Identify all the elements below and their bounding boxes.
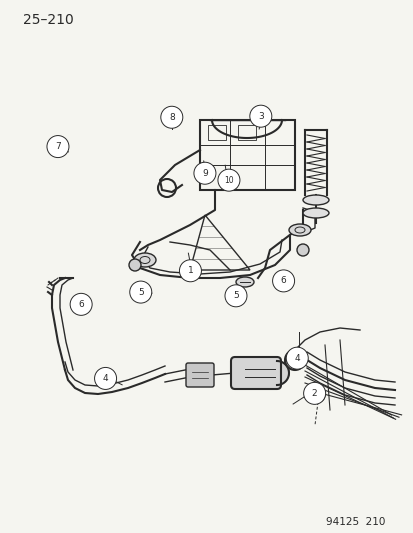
FancyBboxPatch shape — [230, 357, 280, 389]
Text: 9: 9 — [202, 169, 207, 177]
Circle shape — [296, 244, 308, 256]
Circle shape — [179, 260, 201, 282]
Circle shape — [272, 270, 294, 292]
Circle shape — [94, 367, 116, 390]
Circle shape — [303, 382, 325, 405]
Text: 7: 7 — [55, 142, 61, 151]
Circle shape — [285, 347, 308, 369]
Text: 1: 1 — [187, 266, 193, 275]
Circle shape — [310, 388, 324, 402]
Text: 10: 10 — [223, 176, 233, 184]
Circle shape — [193, 162, 216, 184]
Circle shape — [47, 135, 69, 158]
FancyBboxPatch shape — [185, 363, 214, 387]
Circle shape — [129, 281, 152, 303]
Circle shape — [160, 106, 183, 128]
Text: 6: 6 — [280, 277, 286, 285]
Polygon shape — [276, 361, 288, 385]
Text: 4: 4 — [294, 354, 299, 362]
Ellipse shape — [235, 277, 254, 287]
Text: 2: 2 — [311, 389, 317, 398]
Text: 25–210: 25–210 — [23, 13, 74, 27]
Text: 5: 5 — [138, 288, 143, 296]
Ellipse shape — [134, 253, 156, 267]
Text: 6: 6 — [78, 300, 84, 309]
Circle shape — [129, 259, 141, 271]
Circle shape — [249, 105, 271, 127]
Ellipse shape — [302, 195, 328, 205]
Ellipse shape — [302, 208, 328, 218]
Text: 4: 4 — [102, 374, 108, 383]
Ellipse shape — [288, 224, 310, 236]
Circle shape — [224, 285, 247, 307]
Text: 94125  210: 94125 210 — [325, 517, 384, 527]
Circle shape — [70, 293, 92, 316]
Text: 8: 8 — [169, 113, 174, 122]
Circle shape — [284, 350, 304, 370]
Text: 3: 3 — [257, 112, 263, 120]
Circle shape — [217, 169, 240, 191]
Text: 5: 5 — [233, 292, 238, 300]
